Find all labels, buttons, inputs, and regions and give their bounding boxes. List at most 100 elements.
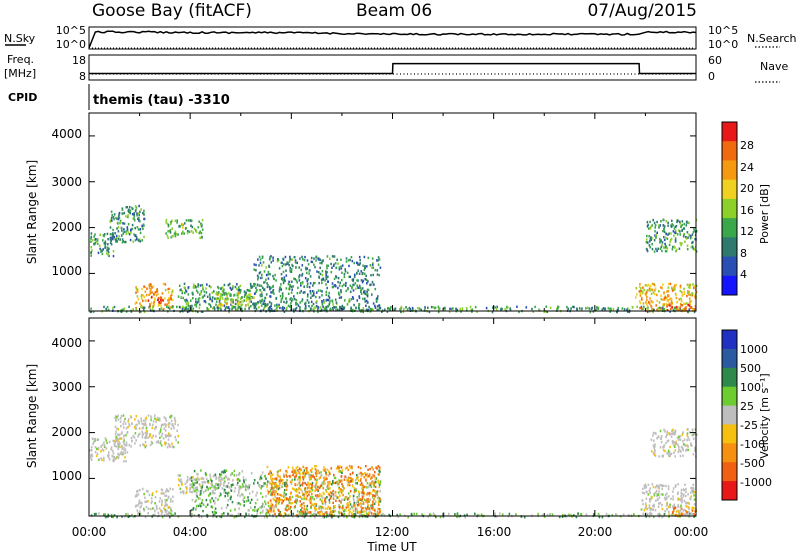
heat-cell-5 — [372, 513, 375, 516]
heat-cell-7 — [362, 272, 364, 275]
heat-cell-4 — [367, 505, 369, 508]
heat-cell-8 — [324, 307, 327, 311]
heat-cell-1 — [118, 433, 121, 436]
heat-cell-4 — [330, 495, 332, 498]
heat-cell-0 — [92, 442, 94, 446]
heat-cell-0 — [94, 242, 96, 245]
heat-cell-5 — [236, 294, 239, 297]
heat-cell-2 — [145, 500, 147, 503]
heat-cell-2 — [167, 287, 169, 291]
heat-cell-10 — [681, 304, 684, 307]
heat-cell-5 — [321, 512, 324, 516]
heat-cell-9 — [674, 284, 676, 287]
heat-cell-1 — [139, 210, 141, 214]
heat-cell-7 — [322, 259, 324, 262]
heat-cell-11 — [670, 232, 672, 235]
heat-cell-7 — [311, 290, 314, 293]
heat-cell-4 — [379, 490, 381, 493]
heat-cell-7 — [376, 269, 379, 272]
heat-cell-5 — [219, 295, 222, 299]
heat-cell-3 — [177, 478, 180, 481]
heat-cell-11 — [693, 229, 696, 232]
cpid-label: CPID — [8, 91, 37, 104]
heat-cell-4 — [197, 473, 199, 476]
heat-cell-7 — [377, 295, 379, 298]
heat-cell-2 — [136, 288, 138, 291]
heat-cell-7 — [359, 286, 362, 289]
heat-cell-7 — [372, 262, 374, 265]
heat-cell-5 — [269, 504, 272, 508]
heat-cell-2 — [146, 287, 148, 290]
heat-cell-0 — [93, 440, 95, 444]
heat-cell-1 — [126, 431, 129, 434]
heat-cell-3 — [200, 489, 203, 492]
heat-cell-2 — [155, 504, 158, 508]
heat-cell-4 — [294, 478, 296, 481]
heat-cell-7 — [292, 264, 294, 268]
heat-cell-9 — [646, 284, 649, 287]
heat-cell-5 — [234, 285, 237, 289]
heat-cell-4 — [320, 505, 322, 509]
heat-cell-4 — [166, 222, 169, 225]
heat-cell-7 — [269, 295, 271, 298]
heat-cell-2 — [155, 506, 158, 509]
heat-cell-0 — [103, 233, 106, 236]
heat-cell-1 — [166, 434, 168, 437]
heat-cell-8 — [496, 305, 498, 308]
heat-cell-9 — [680, 300, 683, 303]
heat-cell-7 — [259, 289, 262, 292]
heat-cell-7 — [338, 292, 340, 296]
heat-cell-1 — [134, 210, 137, 213]
heat-cell-5 — [309, 483, 312, 486]
heat-cell-7 — [290, 285, 293, 288]
heat-cell-7 — [338, 268, 341, 271]
heat-cell-7 — [346, 303, 349, 306]
heat-cell-5 — [239, 297, 242, 300]
heat-cell-6 — [217, 297, 219, 300]
heat-cell-8 — [365, 308, 368, 311]
heat-cell-9 — [669, 445, 671, 449]
heat-cell-5 — [362, 507, 365, 510]
heat-cell-0 — [118, 454, 120, 457]
heat-cell-8 — [677, 510, 680, 513]
heat-cell-5 — [363, 485, 366, 489]
heat-cell-4 — [316, 478, 318, 482]
heat-cell-7 — [366, 290, 368, 293]
heat-cell-5 — [374, 509, 376, 512]
heat-cell-7 — [265, 293, 268, 296]
heat-cell-7 — [293, 277, 295, 280]
heat-cell-6 — [243, 295, 246, 299]
heat-cell-1 — [123, 426, 125, 429]
heat-cell-5 — [269, 470, 272, 473]
heat-cell-2 — [138, 499, 141, 502]
heat-cell-9 — [682, 448, 684, 452]
heat-cell-11 — [671, 248, 674, 251]
heat-cell-2 — [148, 293, 150, 297]
heat-cell-0 — [102, 239, 104, 242]
heat-cell-7 — [304, 302, 306, 306]
heat-cell-0 — [90, 232, 93, 235]
heat-cell-5 — [338, 499, 341, 502]
heat-cell-6 — [593, 513, 595, 516]
heat-cell-2 — [144, 500, 146, 504]
heat-cell-4 — [230, 484, 233, 487]
heat-cell-6 — [375, 513, 377, 517]
heat-cell-4 — [196, 477, 199, 481]
xtick-0000: 00:00 — [72, 525, 107, 539]
heat-cell-4 — [311, 497, 313, 501]
heat-cell-11 — [683, 233, 685, 236]
heat-cell-7 — [290, 291, 293, 294]
heat-cell-3 — [232, 479, 234, 482]
heat-cell-5 — [373, 475, 376, 478]
heat-cell-5 — [332, 510, 335, 514]
heat-cell-7 — [664, 493, 667, 497]
heat-cell-5 — [299, 511, 301, 514]
heat-cell-8 — [160, 307, 163, 310]
heat-cell-1 — [121, 229, 123, 232]
heat-cell-7 — [365, 274, 367, 278]
heat-cell-7 — [286, 300, 288, 303]
heat-cell-3 — [213, 487, 216, 490]
heat-cell-1 — [151, 423, 154, 426]
heat-cell-5 — [267, 501, 269, 504]
heat-cell-10 — [679, 306, 682, 309]
